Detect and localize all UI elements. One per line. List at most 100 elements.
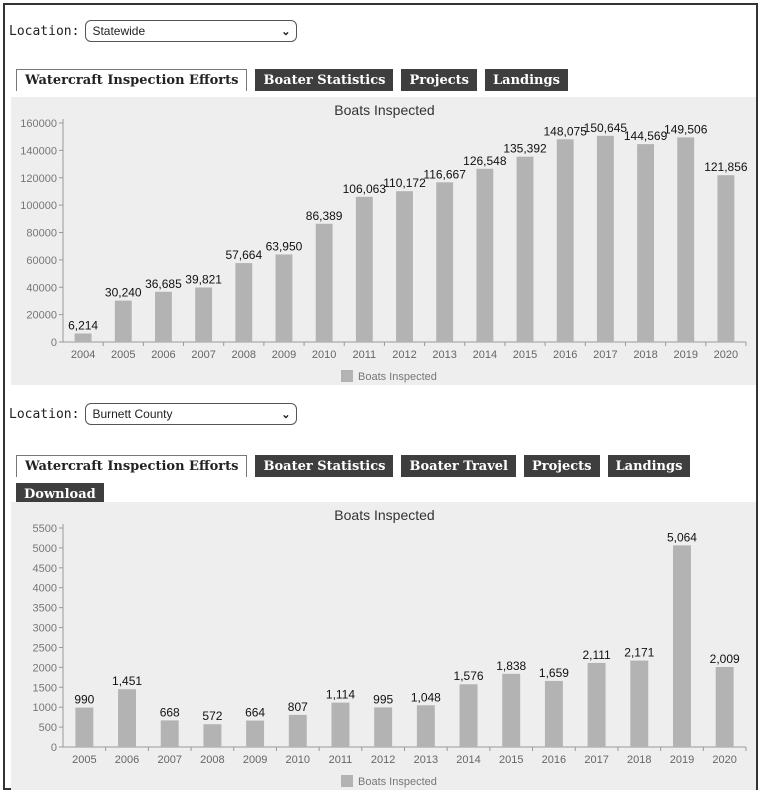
chart-1: Boats Inspected 0 20000 40000 60000 80000 1000… [20,102,748,383]
data-label: 2,111 [582,648,611,662]
data-label: 807 [288,700,308,714]
data-label: 126,548 [463,154,507,168]
data-label: 2,171 [624,646,654,660]
bar[interactable] [331,702,350,747]
tab-landings[interactable]: Landings [485,69,568,91]
location-select-2[interactable]: Burnett County ⌄ [85,403,298,425]
data-label: 6,214 [68,318,98,332]
bar[interactable] [476,168,494,342]
bar[interactable] [114,300,132,342]
tab-download[interactable]: Download [16,483,104,505]
y-tick-label: 3500 [33,603,57,615]
bar[interactable] [288,714,307,747]
data-label: 110,172 [383,176,426,190]
tab-projects[interactable]: Projects [523,455,600,477]
bar[interactable] [556,139,574,342]
bar[interactable] [75,707,94,747]
tab-bar-1: Watercraft Inspection Efforts Boater Stat… [16,69,736,91]
bar[interactable] [596,135,614,342]
y-tick-label: 1000 [33,702,57,714]
data-label: 63,950 [266,239,303,253]
data-label: 2,009 [710,652,740,666]
y-tick-label: 0 [51,337,57,349]
bar[interactable] [118,689,136,747]
bar[interactable] [677,137,695,342]
location-row-2: Location: Burnett County ⌄ [9,403,298,425]
bar[interactable] [459,684,478,747]
bar[interactable] [544,680,563,747]
bar[interactable] [715,667,734,747]
legend-label: Boats Inspected [358,776,437,788]
bar[interactable] [587,662,606,747]
y-tick-label: 80000 [26,228,57,240]
data-label: 39,821 [185,272,222,286]
x-tick-label: 2013 [432,349,456,361]
bar[interactable] [717,175,735,342]
x-tick-label: 2009 [272,349,296,361]
bar[interactable] [195,287,213,342]
tab-landings[interactable]: Landings [607,455,691,477]
bar[interactable] [630,660,649,747]
bar[interactable] [516,156,534,342]
bar[interactable] [235,263,253,342]
bar[interactable] [246,720,265,747]
bar[interactable] [416,705,435,747]
bar[interactable] [374,707,393,747]
x-tick-label: 2013 [414,754,438,766]
data-label: 116,667 [423,167,466,181]
chart-panel-2: Boats Inspected 0 500 1000 1500 2000 2500 3000 3… [11,502,756,790]
bar[interactable] [74,333,92,342]
y-tick-label: 160000 [20,118,57,130]
x-tick-label: 2017 [593,349,617,361]
x-tick-label: 2018 [633,349,657,361]
x-tick-label: 2005 [111,349,135,361]
x-tick-label: 2011 [329,754,353,766]
x-tick-label: 2017 [584,754,608,766]
tab-boater-travel[interactable]: Boater Travel [401,455,516,477]
bar[interactable] [160,720,179,747]
data-label: 664 [245,706,265,720]
data-label: 135,392 [503,142,547,156]
chevron-down-icon: ⌄ [281,408,291,421]
legend-swatch [341,370,353,382]
location-select-value: Statewide [92,24,146,38]
bar[interactable] [203,724,222,747]
bar[interactable] [355,196,373,342]
y-tick-label: 4500 [33,563,57,575]
x-tick-label: 2012 [371,754,395,766]
y-tick-label: 1500 [33,682,57,694]
data-label: 1,114 [326,688,355,702]
y-tick-label: 4000 [33,583,57,595]
tab-watercraft-inspection-efforts[interactable]: Watercraft Inspection Efforts [16,69,248,91]
tab-projects[interactable]: Projects [401,69,477,91]
x-tick-label: 2019 [670,754,694,766]
x-tick-label: 2007 [157,754,181,766]
tab-watercraft-inspection-efforts[interactable]: Watercraft Inspection Efforts [16,455,248,477]
bar[interactable] [275,254,293,342]
x-tick-label: 2016 [542,754,566,766]
data-label: 995 [373,692,393,706]
data-label: 5,064 [667,530,697,544]
x-tick-label: 2014 [473,349,497,361]
x-tick-label: 2018 [627,754,651,766]
bar[interactable] [315,223,333,342]
data-label: 121,856 [704,160,748,174]
chart-2: Boats Inspected 0 500 1000 1500 2000 2500 3000 3… [33,507,747,788]
bar[interactable] [396,191,413,342]
y-tick-label: 60000 [26,255,57,267]
tab-boater-statistics[interactable]: Boater Statistics [255,455,394,477]
bar[interactable] [637,144,654,342]
data-label: 990 [74,693,94,707]
location-select-1[interactable]: Statewide ⌄ [85,20,298,42]
y-tick-label: 5000 [33,543,57,555]
data-label: 572 [202,709,222,723]
data-label: 144,569 [624,129,668,143]
bar[interactable] [673,545,691,747]
bar[interactable] [502,673,521,747]
bar[interactable] [155,291,172,342]
y-tick-label: 5500 [33,523,57,535]
bar[interactable] [436,182,454,342]
y-tick-label: 2000 [33,662,57,674]
tab-boater-statistics[interactable]: Boater Statistics [255,69,394,91]
x-tick-label: 2007 [191,349,215,361]
